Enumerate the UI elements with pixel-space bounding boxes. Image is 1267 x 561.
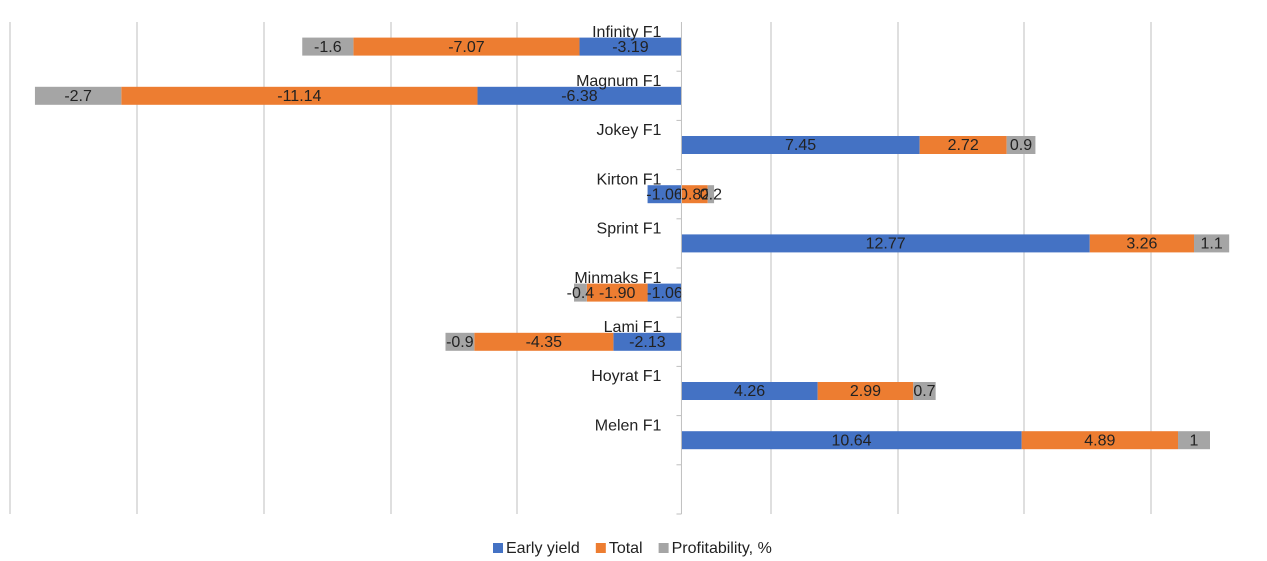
legend-swatch (595, 543, 606, 553)
category-label: Melen F1 (595, 417, 662, 434)
data-label: -7.07 (448, 39, 485, 56)
data-label: -0.9 (446, 334, 474, 351)
data-label: 10.64 (832, 432, 872, 449)
category-label: Lami F1 (604, 319, 662, 336)
bar-segment (353, 37, 580, 56)
category-label: Infinity F1 (592, 24, 661, 41)
bar-segment (579, 37, 682, 56)
bar-segment (681, 382, 818, 400)
data-label: 2.99 (850, 383, 881, 400)
bar-segment (34, 86, 122, 105)
category-label: Jokey F1 (597, 122, 662, 139)
bar-segment (586, 283, 648, 302)
data-label: 0.82 (679, 186, 710, 203)
bar-segment (707, 185, 715, 204)
bar-segment (445, 332, 475, 351)
bar-segment (1006, 136, 1036, 154)
bar-segment (681, 234, 1090, 253)
bar-segment (919, 136, 1007, 154)
category-label: Hoyrat F1 (591, 368, 661, 385)
bar-segment (817, 382, 914, 400)
bar-segment (681, 185, 708, 204)
bar-segment (913, 382, 936, 400)
legend-label: Total (609, 540, 643, 557)
data-label: 2.72 (948, 137, 979, 154)
legend-label: Profitability, % (672, 540, 772, 557)
bar-segment (681, 431, 1022, 450)
data-label: -6.38 (561, 88, 598, 105)
bar-segment (121, 86, 478, 105)
data-label: -1.90 (599, 285, 636, 302)
bar-segment (1178, 431, 1210, 450)
data-label: 3.26 (1126, 236, 1157, 253)
data-label: -1.6 (314, 39, 342, 56)
data-label: -4.35 (526, 334, 563, 351)
legend-label: Early yield (506, 540, 580, 557)
data-label: -1.06 (646, 186, 683, 203)
bar-segment (613, 332, 682, 351)
data-label: -11.14 (277, 88, 321, 105)
data-label: -3.19 (612, 39, 649, 56)
legend-swatch (658, 543, 669, 553)
bar-segment (302, 37, 354, 56)
data-label: -1.06 (646, 285, 683, 302)
category-label: Minmaks F1 (574, 270, 661, 287)
bar-segment (1194, 234, 1230, 253)
category-label: Sprint F1 (597, 221, 662, 238)
data-label: 1 (1190, 432, 1199, 449)
legend-swatch (493, 543, 503, 553)
data-label: 4.26 (734, 383, 765, 400)
data-label: 12.77 (866, 236, 906, 253)
data-label: 1.1 (1200, 236, 1222, 253)
bar-segment (681, 136, 920, 154)
bar-segment (574, 283, 587, 302)
data-label: 7.45 (785, 137, 816, 154)
bar-segment (1021, 431, 1179, 450)
data-label: 0.7 (913, 383, 935, 400)
category-label: Magnum F1 (576, 73, 661, 90)
data-label: -2.7 (64, 88, 92, 105)
bar-segment (647, 283, 682, 302)
data-label: 0.2 (700, 186, 722, 203)
bar-segment (477, 86, 682, 105)
data-label: -2.13 (629, 334, 666, 351)
bar-segment (474, 332, 614, 351)
bar-segment (647, 185, 682, 204)
data-label: 0.9 (1010, 137, 1032, 154)
data-label: -0.4 (567, 285, 595, 302)
bar-segment (1089, 234, 1195, 253)
data-label: 4.89 (1084, 432, 1115, 449)
category-label: Kirton F1 (597, 171, 662, 188)
